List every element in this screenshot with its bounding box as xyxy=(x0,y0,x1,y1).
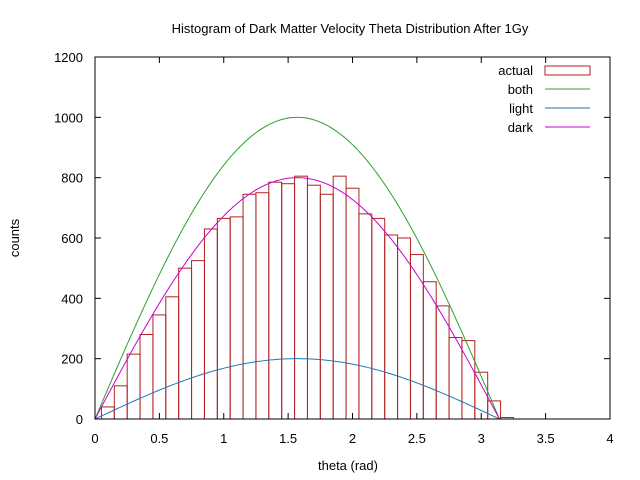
y-tick-label: 800 xyxy=(61,171,83,186)
histogram-bar xyxy=(372,218,385,419)
histogram-bar xyxy=(114,386,127,419)
histogram-bar xyxy=(179,268,192,419)
x-tick-label: 2.5 xyxy=(408,431,426,446)
x-tick-label: 0 xyxy=(91,431,98,446)
histogram-bar xyxy=(140,335,153,419)
curves xyxy=(95,117,499,419)
histogram-bar xyxy=(295,176,308,419)
histogram-bar xyxy=(398,238,411,419)
histogram-bar xyxy=(269,182,282,419)
x-tick-label: 2 xyxy=(349,431,356,446)
legend: actual both light dark xyxy=(498,63,590,135)
histogram-bar xyxy=(166,297,179,419)
x-tick-label: 3.5 xyxy=(537,431,555,446)
histogram-bar xyxy=(307,185,320,419)
x-tick-label: 4 xyxy=(606,431,613,446)
histogram-bar xyxy=(230,217,243,419)
histogram-bar xyxy=(333,176,346,419)
y-tick-label: 200 xyxy=(61,352,83,367)
series-line-both xyxy=(95,117,499,419)
histogram-bar xyxy=(217,218,230,419)
x-tick-label: 3 xyxy=(478,431,485,446)
x-axis: 0 0.5 1 1.5 2 2.5 3 3.5 4 xyxy=(91,57,613,446)
y-tick-label: 1200 xyxy=(54,50,83,65)
histogram-bar xyxy=(410,255,423,419)
series-line-dark xyxy=(95,178,499,419)
x-tick-label: 0.5 xyxy=(150,431,168,446)
histogram-bar xyxy=(359,214,372,419)
histogram-bar xyxy=(449,338,462,419)
histogram-bar xyxy=(153,315,166,419)
histogram-bar xyxy=(320,194,333,419)
y-tick-label: 400 xyxy=(61,291,83,306)
histogram-bar xyxy=(346,188,359,419)
y-tick-label: 1000 xyxy=(54,110,83,125)
histogram-bar xyxy=(192,261,205,419)
histogram-bar xyxy=(243,194,256,419)
y-axis-label: counts xyxy=(7,218,22,257)
histogram-bar xyxy=(385,235,398,419)
legend-label-light: light xyxy=(509,101,533,116)
chart-title: Histogram of Dark Matter Velocity Theta … xyxy=(172,21,529,36)
x-tick-label: 1 xyxy=(220,431,227,446)
legend-label-both: both xyxy=(508,82,533,97)
histogram-bar xyxy=(475,372,488,419)
legend-label-actual: actual xyxy=(498,63,533,78)
histogram-bar xyxy=(127,354,140,419)
y-tick-label: 600 xyxy=(61,231,83,246)
histogram-bar xyxy=(282,184,295,419)
x-axis-label: theta (rad) xyxy=(318,458,378,473)
x-tick-label: 1.5 xyxy=(279,431,297,446)
histogram-bar xyxy=(256,193,269,419)
series-line-light xyxy=(95,359,499,419)
legend-label-dark: dark xyxy=(508,120,534,135)
legend-swatch-actual xyxy=(545,66,590,75)
histogram-bar xyxy=(204,229,217,419)
y-tick-label: 0 xyxy=(76,412,83,427)
